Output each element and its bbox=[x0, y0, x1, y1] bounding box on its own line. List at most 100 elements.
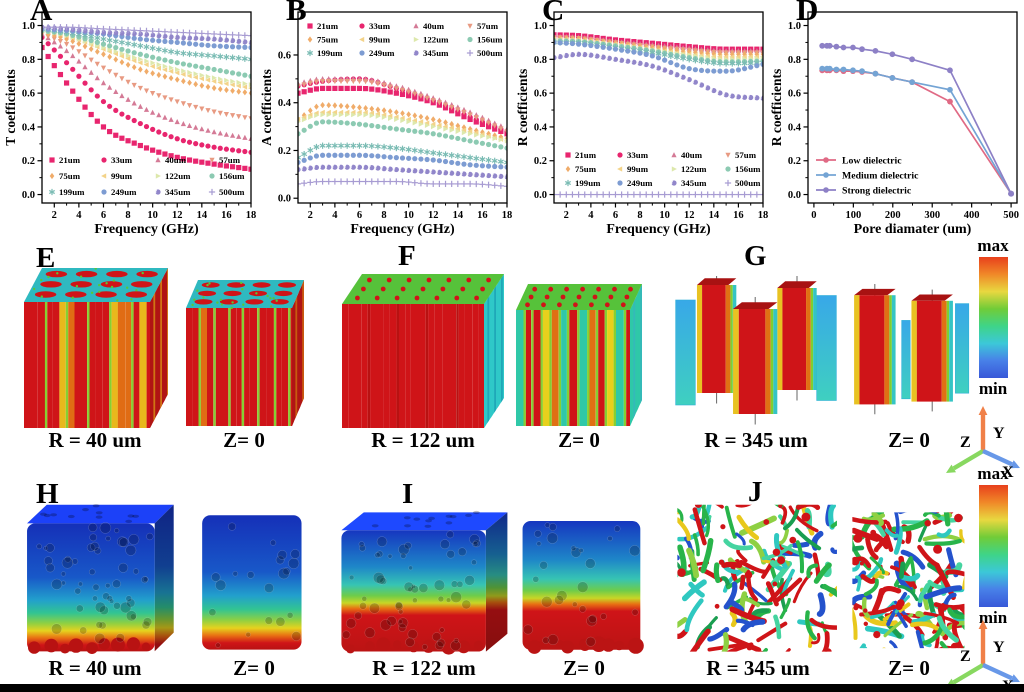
axis-triad: YZX bbox=[946, 620, 1020, 692]
svg-text:Low dielectric: Low dielectric bbox=[842, 156, 902, 167]
svg-text:21um: 21um bbox=[317, 21, 339, 31]
svg-text:0.6: 0.6 bbox=[534, 89, 547, 100]
series-199um bbox=[298, 142, 507, 166]
svg-text:8: 8 bbox=[381, 210, 386, 221]
panel-letter-H: H bbox=[36, 478, 59, 510]
svg-text:2: 2 bbox=[308, 210, 313, 221]
svg-text:33um: 33um bbox=[111, 155, 133, 165]
svg-text:99um: 99um bbox=[369, 35, 391, 45]
svg-text:75um: 75um bbox=[575, 164, 597, 174]
svg-text:2: 2 bbox=[52, 210, 57, 221]
cube-label: R = 122 um bbox=[372, 656, 476, 680]
svg-text:156um: 156um bbox=[477, 35, 503, 45]
panel-letter-I: I bbox=[402, 478, 414, 510]
svg-text:0.6: 0.6 bbox=[278, 50, 291, 61]
panel-letter-C: C bbox=[542, 0, 565, 27]
svg-text:A coefficients: A coefficients bbox=[260, 69, 274, 146]
svg-text:18: 18 bbox=[246, 210, 256, 221]
svg-text:16: 16 bbox=[733, 210, 744, 221]
svg-text:57um: 57um bbox=[735, 150, 757, 160]
render-E-3d bbox=[24, 268, 168, 428]
render-H-z0 bbox=[202, 515, 302, 650]
series-500um bbox=[42, 24, 251, 39]
svg-text:500: 500 bbox=[1003, 210, 1019, 221]
svg-text:Z: Z bbox=[960, 648, 971, 665]
svg-text:33um: 33um bbox=[627, 150, 649, 160]
svg-text:0.8: 0.8 bbox=[22, 55, 35, 66]
svg-text:199um: 199um bbox=[59, 187, 85, 197]
svg-text:Z: Z bbox=[960, 434, 971, 451]
legend: 21um 33um 40um 57um 75um 99um 122um 156um 199um 2… bbox=[48, 155, 245, 197]
svg-text:1.0: 1.0 bbox=[788, 21, 801, 32]
svg-text:0.0: 0.0 bbox=[788, 190, 801, 201]
panel-letter-E: E bbox=[36, 242, 56, 274]
svg-text:249um: 249um bbox=[369, 48, 395, 58]
svg-text:12: 12 bbox=[684, 210, 695, 221]
svg-text:57um: 57um bbox=[477, 21, 499, 31]
legend: Low dielectric Medium dielectric Strong di… bbox=[816, 156, 919, 197]
svg-text:199um: 199um bbox=[575, 178, 601, 188]
series-33um bbox=[42, 34, 251, 155]
panel-letter-A: A bbox=[30, 0, 53, 27]
svg-text:8: 8 bbox=[125, 210, 130, 221]
cube-label: R = 122 um bbox=[371, 428, 475, 452]
svg-text:Frequency (GHz): Frequency (GHz) bbox=[350, 222, 455, 237]
svg-text:X: X bbox=[1002, 464, 1014, 478]
chart-A-coefficients: 2 4 6 8 10 12 14 16 18 0.0 0.2 0.4 0.6 Frequency (GHz… bbox=[259, 11, 512, 237]
series-40um bbox=[42, 31, 251, 141]
panel-letter-B: B bbox=[286, 0, 307, 27]
axis-ticks: 2 4 6 8 10 12 14 16 18 0.0 0.2 0.4 0.6 0.8 1.0 bbox=[22, 21, 256, 221]
svg-text:14: 14 bbox=[197, 210, 208, 221]
series-156um bbox=[42, 27, 251, 79]
panel-D: D 0 100 200 300 400 500 0.0 0.2 0.4 0.6 0.8 1.0 Pore… bbox=[769, 0, 1022, 244]
render-F-z0 bbox=[516, 284, 642, 426]
cube-label: Z= 0 bbox=[888, 428, 930, 452]
legend: 21um 33um 40um 57um 75um 99um 122um 156um 199um 2… bbox=[564, 150, 761, 188]
render-I-z0 bbox=[522, 521, 644, 654]
svg-text:200: 200 bbox=[885, 210, 901, 221]
svg-text:16: 16 bbox=[221, 210, 232, 221]
cube-label: Z= 0 bbox=[563, 656, 605, 680]
svg-text:99um: 99um bbox=[111, 171, 133, 181]
svg-text:Y: Y bbox=[993, 639, 1005, 656]
svg-text:Frequency (GHz): Frequency (GHz) bbox=[606, 222, 711, 237]
series-249um bbox=[554, 39, 763, 74]
svg-text:345um: 345um bbox=[681, 178, 707, 188]
svg-text:4: 4 bbox=[76, 210, 82, 221]
svg-text:122um: 122um bbox=[681, 164, 707, 174]
svg-text:122um: 122um bbox=[423, 35, 449, 45]
colorbar-max-label: max bbox=[977, 464, 1009, 483]
render-G-3d bbox=[675, 276, 837, 425]
colorbar-min-label: min bbox=[978, 608, 1008, 627]
svg-text:R coefficients: R coefficients bbox=[770, 69, 784, 147]
svg-text:18: 18 bbox=[502, 210, 512, 221]
panel-letter-D: D bbox=[796, 0, 819, 27]
render-J-3d bbox=[677, 504, 837, 652]
svg-text:345um: 345um bbox=[423, 48, 449, 58]
render-F-3d bbox=[342, 274, 504, 428]
panel-letter-J: J bbox=[748, 476, 763, 508]
svg-text:Medium dielectric: Medium dielectric bbox=[842, 171, 919, 182]
svg-text:0.4: 0.4 bbox=[278, 98, 292, 109]
panel-letter-F: F bbox=[398, 240, 416, 272]
render-E-z0 bbox=[186, 280, 304, 426]
svg-text:0.4: 0.4 bbox=[534, 122, 548, 133]
svg-text:40um: 40um bbox=[681, 150, 703, 160]
svg-text:0.0: 0.0 bbox=[278, 194, 291, 205]
svg-text:0.6: 0.6 bbox=[22, 89, 35, 100]
series-500um bbox=[554, 191, 763, 198]
svg-text:400: 400 bbox=[964, 210, 980, 221]
cube-label: Z= 0 bbox=[888, 656, 930, 680]
svg-text:0.0: 0.0 bbox=[534, 190, 547, 201]
render-H-3d bbox=[27, 504, 174, 654]
svg-text:0.0: 0.0 bbox=[22, 190, 35, 201]
svg-text:40um: 40um bbox=[165, 155, 187, 165]
series-57um bbox=[298, 79, 507, 135]
series-Medium dielectric bbox=[819, 65, 1014, 197]
svg-text:0.2: 0.2 bbox=[788, 156, 801, 167]
svg-text:16: 16 bbox=[477, 210, 488, 221]
svg-text:10: 10 bbox=[659, 210, 670, 221]
svg-text:199um: 199um bbox=[317, 48, 343, 58]
series-Strong dielectric bbox=[819, 42, 1014, 197]
cube-label: R = 345 um bbox=[704, 428, 808, 452]
